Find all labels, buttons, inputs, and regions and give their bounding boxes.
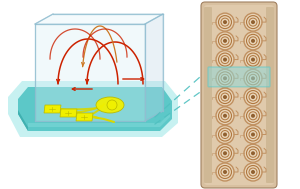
Circle shape <box>251 20 255 24</box>
Circle shape <box>251 39 255 43</box>
Circle shape <box>251 58 255 62</box>
Polygon shape <box>8 81 178 137</box>
Circle shape <box>251 95 255 99</box>
FancyBboxPatch shape <box>201 2 277 188</box>
Circle shape <box>244 13 262 31</box>
Circle shape <box>216 107 234 125</box>
Ellipse shape <box>96 97 124 113</box>
Polygon shape <box>35 14 163 24</box>
FancyBboxPatch shape <box>208 67 270 87</box>
Circle shape <box>251 76 255 80</box>
Circle shape <box>216 32 234 50</box>
Circle shape <box>216 163 234 181</box>
Circle shape <box>216 69 234 87</box>
FancyBboxPatch shape <box>266 7 274 183</box>
Circle shape <box>223 132 227 136</box>
Circle shape <box>244 88 262 106</box>
Circle shape <box>251 170 255 174</box>
Circle shape <box>216 51 234 69</box>
Circle shape <box>223 170 227 174</box>
Circle shape <box>244 69 262 87</box>
Circle shape <box>223 95 227 99</box>
Circle shape <box>251 151 255 155</box>
Circle shape <box>244 107 262 125</box>
Circle shape <box>223 151 227 155</box>
Circle shape <box>216 125 234 143</box>
Circle shape <box>244 125 262 143</box>
Circle shape <box>223 20 227 24</box>
FancyBboxPatch shape <box>204 7 212 183</box>
Circle shape <box>244 32 262 50</box>
Polygon shape <box>18 87 172 131</box>
Polygon shape <box>28 113 170 127</box>
Polygon shape <box>145 14 163 121</box>
Circle shape <box>244 163 262 181</box>
Circle shape <box>216 88 234 106</box>
Polygon shape <box>60 109 77 117</box>
Circle shape <box>223 39 227 43</box>
Circle shape <box>244 144 262 162</box>
Circle shape <box>223 114 227 118</box>
Circle shape <box>251 114 255 118</box>
Polygon shape <box>18 110 28 131</box>
Circle shape <box>223 58 227 62</box>
FancyBboxPatch shape <box>204 5 274 185</box>
Circle shape <box>107 100 117 110</box>
Polygon shape <box>35 24 145 121</box>
Circle shape <box>216 13 234 31</box>
Circle shape <box>244 51 262 69</box>
Circle shape <box>251 132 255 136</box>
Polygon shape <box>76 113 93 121</box>
Circle shape <box>223 76 227 80</box>
Circle shape <box>216 144 234 162</box>
Polygon shape <box>44 105 61 113</box>
